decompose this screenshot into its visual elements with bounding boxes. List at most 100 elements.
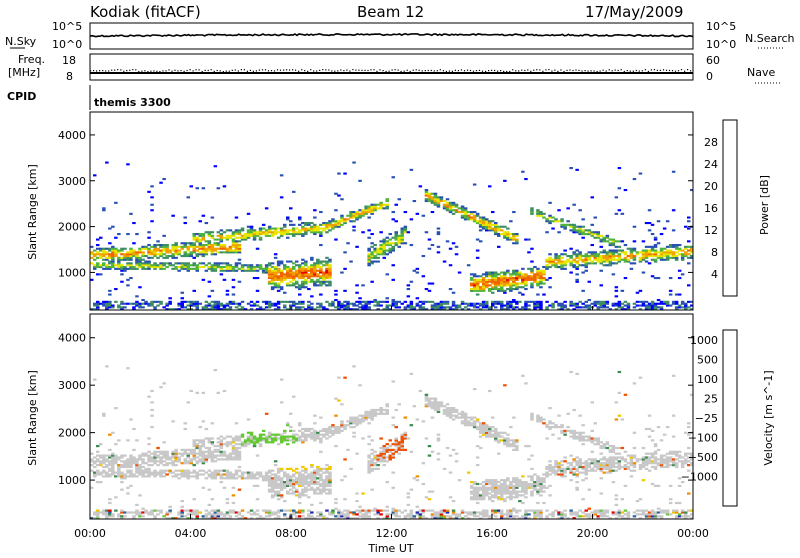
power-cell <box>633 257 637 259</box>
power-cell <box>548 220 552 222</box>
power-cell <box>473 303 477 305</box>
power-cell <box>434 305 438 307</box>
velocity-cell <box>304 479 308 481</box>
velocity-cell <box>383 460 387 462</box>
velocity-cell <box>90 458 94 460</box>
velocity-cell <box>488 496 492 498</box>
power-cell <box>479 290 483 292</box>
velocity-cell <box>313 436 317 438</box>
velocity-cell <box>171 453 175 455</box>
power-cell <box>395 242 399 244</box>
power-cell <box>322 306 326 308</box>
power-cell <box>193 239 197 241</box>
velocity-cell <box>144 472 148 474</box>
power-cell <box>150 257 154 259</box>
power-cell <box>202 233 206 235</box>
power-cell <box>265 235 269 237</box>
power-cell <box>220 251 224 253</box>
velocity-cell <box>226 502 230 504</box>
power-cell <box>349 303 353 305</box>
velocity-cell <box>494 491 498 493</box>
power-cell <box>156 253 160 255</box>
power-cell <box>241 239 245 241</box>
power-cell <box>108 228 112 230</box>
nave-dot <box>627 70 628 71</box>
velocity-cell <box>313 492 317 494</box>
velocity-cell <box>105 458 109 460</box>
velocity-cell <box>256 472 259 474</box>
velocity-cell <box>108 511 112 513</box>
power-cell <box>307 305 311 307</box>
power-cell <box>310 257 314 259</box>
velocity-cell <box>150 401 154 403</box>
power-cell <box>603 303 607 305</box>
power-cell <box>229 264 233 266</box>
power-cell <box>410 169 414 171</box>
power-cell <box>509 273 512 275</box>
power-cell <box>684 226 688 228</box>
velocity-cell <box>452 411 456 413</box>
power-cell <box>298 264 302 266</box>
nave-dot <box>612 70 613 71</box>
velocity-cell <box>96 460 100 462</box>
velocity-cell <box>117 513 121 515</box>
power-cell <box>669 253 673 255</box>
velocity-cell <box>289 430 293 432</box>
power-cell <box>328 303 332 305</box>
velocity-cell <box>494 432 498 434</box>
power-cell <box>389 244 393 246</box>
velocity-cell <box>530 418 534 420</box>
power-cell <box>268 303 272 305</box>
power-cell <box>214 250 218 252</box>
nsearch-label: N.Search <box>745 32 795 45</box>
velocity-cell <box>491 500 495 502</box>
power-cell <box>328 222 332 224</box>
velocity-cell <box>452 513 456 515</box>
power-cell <box>416 272 420 274</box>
power-cell <box>141 246 145 248</box>
power-cell <box>271 303 275 305</box>
velocity-cell <box>497 453 501 455</box>
velocity-cell <box>337 399 341 401</box>
velocity-cell <box>286 485 290 487</box>
power-cell <box>473 215 477 217</box>
velocity-cell <box>395 441 399 443</box>
velocity-cell <box>497 485 501 487</box>
velocity-cell <box>111 460 115 462</box>
velocity-cell <box>153 472 157 474</box>
velocity-cell <box>292 513 296 515</box>
power-cell <box>642 250 646 252</box>
power-cell <box>310 266 314 268</box>
power-cell <box>512 242 516 244</box>
velocity-cell <box>205 515 209 517</box>
velocity-cell <box>512 496 516 498</box>
velocity-cell <box>461 420 465 422</box>
power-cell <box>310 273 314 275</box>
velocity-cell <box>277 437 281 439</box>
power-cell <box>111 264 115 266</box>
power-cell <box>575 303 579 305</box>
velocity-cell <box>214 470 218 472</box>
power-cell <box>669 305 673 307</box>
power-cell <box>379 244 383 246</box>
velocity-cell <box>440 511 444 513</box>
velocity-cell <box>102 415 106 417</box>
velocity-cell <box>313 475 317 477</box>
power-cell <box>328 266 332 268</box>
velocity-cell <box>289 483 293 485</box>
velocity-cell <box>367 456 371 458</box>
power-cell <box>588 306 592 308</box>
velocity-cell <box>536 475 540 477</box>
power-cell <box>479 240 483 242</box>
power-cell <box>566 255 570 257</box>
velocity-cell <box>452 409 456 411</box>
velocity-cell <box>476 502 480 504</box>
velocity-cell <box>226 445 230 447</box>
power-cell <box>174 250 178 252</box>
power-cell <box>370 251 374 253</box>
power-cell <box>108 262 112 264</box>
velocity-cell <box>184 462 188 464</box>
power-cell <box>612 255 616 257</box>
power-cell <box>349 215 353 217</box>
power-cell <box>328 264 332 266</box>
